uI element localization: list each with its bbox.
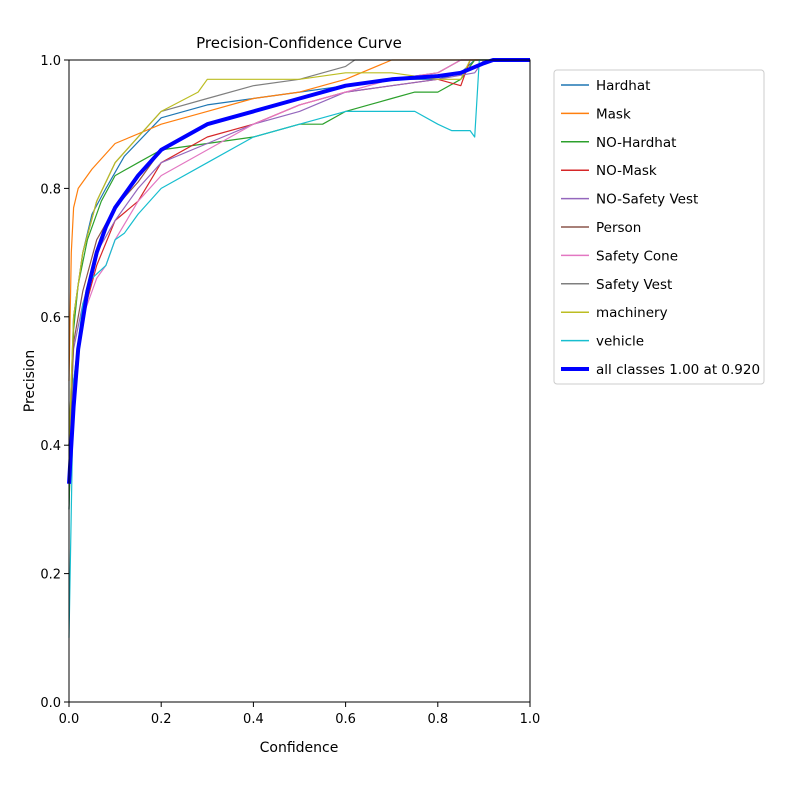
legend-label: Person: [596, 220, 641, 236]
y-tick-label: 0.0: [40, 696, 61, 711]
legend-label: NO-Hardhat: [596, 135, 676, 151]
legend-frame: [553, 69, 765, 385]
x-tick-label: 0.8: [427, 712, 448, 727]
legend-label: Safety Vest: [596, 277, 672, 293]
series-line-3: [68, 59, 530, 478]
plot-area: [67, 58, 530, 638]
y-axis-label: Precision: [22, 350, 38, 412]
legend-label: all classes 1.00 at 0.920: [596, 362, 760, 378]
y-tick-label: 0.2: [40, 568, 61, 583]
series-line-0: [68, 59, 530, 510]
series-line-4: [68, 59, 530, 446]
legend-label: Hardhat: [596, 78, 650, 94]
x-tick-label: 0.6: [335, 712, 356, 727]
y-tick-label: 0.8: [40, 182, 61, 197]
series-line-2: [68, 59, 530, 510]
series-line-10: [67, 58, 530, 484]
legend-label: Safety Cone: [596, 248, 678, 264]
series-line-1: [68, 59, 530, 382]
axes-frame: [68, 59, 531, 703]
legend-label: NO-Mask: [596, 163, 657, 179]
axis-ticks: 0.0 0.2 0.4 0.6 0.8 1.0 0.0 0.2 0.4 0.6 0.8 1.0: [40, 54, 540, 727]
series-line-6: [68, 59, 530, 478]
y-tick-label: 1.0: [40, 54, 61, 69]
x-tick-label: 0.0: [59, 712, 80, 727]
legend-label: NO-Safety Vest: [596, 192, 698, 208]
x-tick-label: 1.0: [520, 712, 541, 727]
y-tick-label: 0.6: [40, 311, 61, 326]
legend-label: Mask: [596, 106, 631, 122]
x-tick-label: 0.2: [151, 712, 172, 727]
legend: Hardhat Mask NO-Hardhat NO-Mask NO-Safety Ve…: [553, 69, 765, 385]
series-line-7: [68, 59, 530, 446]
series-line-8: [68, 59, 530, 446]
legend-label: machinery: [596, 305, 668, 321]
series-line-5: [68, 59, 530, 446]
y-tick-label: 0.4: [40, 439, 61, 454]
x-tick-label: 0.4: [243, 712, 264, 727]
legend-label: vehicle: [596, 334, 644, 350]
x-axis-label: Confidence: [260, 740, 339, 756]
chart-title: Precision-Confidence Curve: [196, 34, 402, 52]
series-line-9: [68, 59, 530, 638]
